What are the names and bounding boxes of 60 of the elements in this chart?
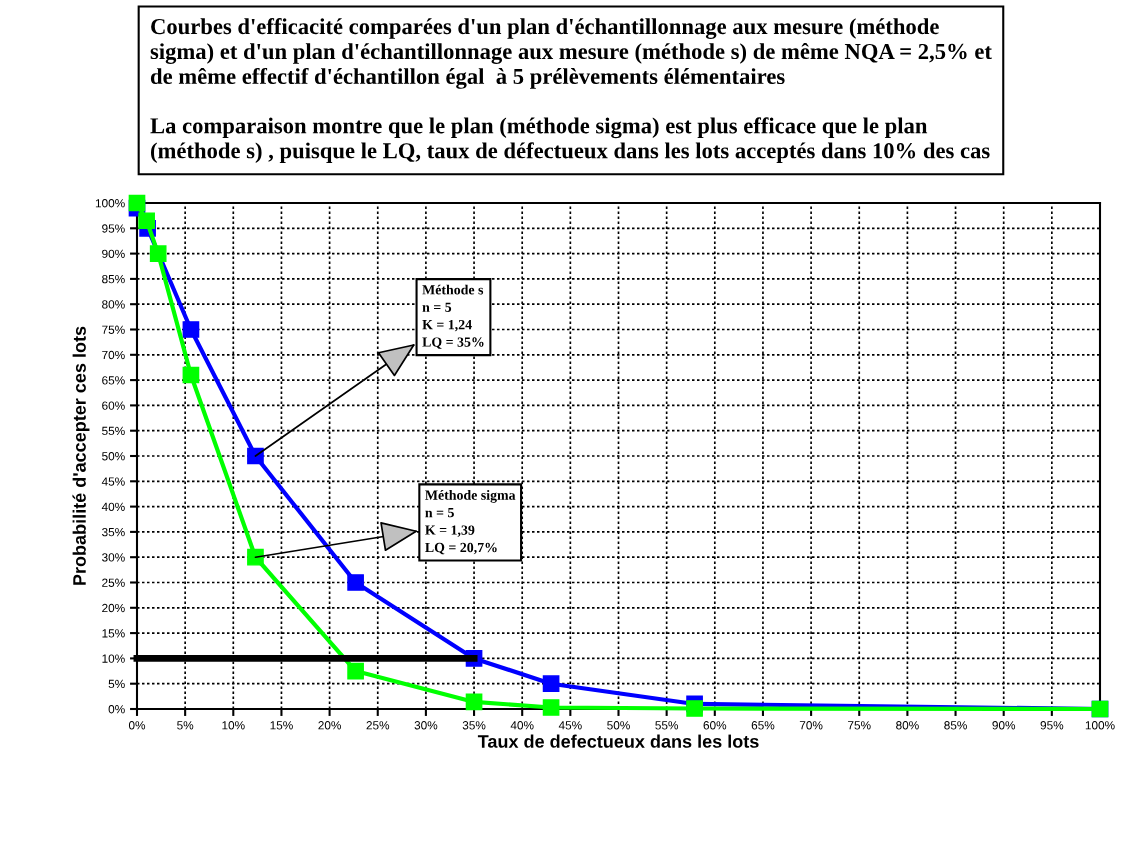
x-tick-label: 0%	[128, 721, 146, 730]
chart-title: Courbes d'efficacité comparées d'un plan d'échantillonnage aux mesure (méthode sigma) et d'un plan d'échantillonnage aux mesure (méthode s) de même NQA = 2,5% et de même effectif d'échantillon égal à 5 prélèvements élémentaires La comparaison montre que le plan (méthode sigma) est plus efficace que le plan (méthode s) , puisque le LQ, taux de défectueux dans les lots acceptés dans 10% des cas	[150, 18, 992, 163]
point	[182, 321, 200, 338]
annotation: Méthode s n = 5 K = 1,24 LQ = 35%	[422, 284, 484, 349]
y-tick-label: 90%	[102, 249, 125, 258]
point	[182, 366, 200, 384]
x-tick-label: 10%	[222, 721, 245, 730]
x-tick-label: 85%	[944, 721, 967, 730]
y-tick-label: 20%	[102, 603, 125, 613]
point	[247, 447, 264, 465]
x-axis-title: Taux de defectueux dans les lots	[477, 734, 759, 748]
y-tick-label: 40%	[101, 502, 125, 511]
y-tick-label: 0%	[108, 705, 125, 714]
y-tick-label: 80%	[102, 300, 125, 309]
y-tick-label: 5%	[108, 679, 125, 689]
y-tick-label: 75%	[102, 325, 125, 334]
point	[247, 548, 264, 566]
point	[138, 212, 155, 230]
x-tick-label: 5%	[177, 721, 194, 730]
x-tick-label: 40%	[510, 721, 534, 730]
y-tick-label: 30%	[102, 553, 125, 562]
y-axis-title: Probabilité d'accepter ces lots	[72, 326, 90, 585]
point	[149, 245, 167, 262]
x-tick-label: 80%	[896, 721, 919, 730]
y-tick-label: 100%	[95, 199, 125, 208]
x-tick-label: 90%	[992, 721, 1016, 730]
x-tick-label: 100%	[1085, 721, 1115, 730]
y-tick-label: 15%	[102, 629, 125, 638]
point	[347, 574, 364, 591]
point	[542, 699, 560, 716]
x-tick-label: 25%	[366, 721, 390, 730]
y-tick-label: 65%	[102, 376, 125, 385]
x-tick-label: 60%	[703, 721, 727, 730]
point	[128, 194, 146, 212]
x-tick-label: 35%	[462, 721, 486, 730]
point	[686, 700, 703, 717]
annotation: Méthode sigma n = 5 K = 1,39 LQ = 20,7%	[425, 490, 516, 555]
x-tick-label: 65%	[751, 721, 775, 730]
y-tick-label: 85%	[102, 274, 125, 284]
point	[465, 693, 483, 711]
y-tick-label: 60%	[102, 401, 125, 410]
point	[542, 675, 560, 693]
x-tick-label: 20%	[318, 721, 341, 730]
x-tick-label: 75%	[848, 721, 871, 730]
y-tick-label: 55%	[102, 426, 125, 436]
point	[347, 662, 364, 680]
x-tick-label: 95%	[1040, 721, 1064, 730]
x-tick-label: 15%	[270, 721, 293, 730]
x-tick-label: 45%	[558, 721, 582, 730]
x-tick-label: 70%	[799, 721, 823, 730]
y-tick-label: 10%	[102, 654, 125, 663]
y-tick-label: 70%	[102, 350, 125, 360]
y-tick-label: 45%	[101, 477, 125, 486]
x-tick-label: 55%	[655, 721, 679, 730]
y-tick-label: 25%	[102, 578, 125, 587]
x-tick-label: 50%	[607, 721, 630, 730]
x-tick-label: 30%	[414, 721, 438, 730]
y-tick-label: 50%	[102, 452, 125, 461]
y-tick-label: 95%	[102, 224, 125, 233]
y-tick-label: 35%	[102, 527, 125, 537]
